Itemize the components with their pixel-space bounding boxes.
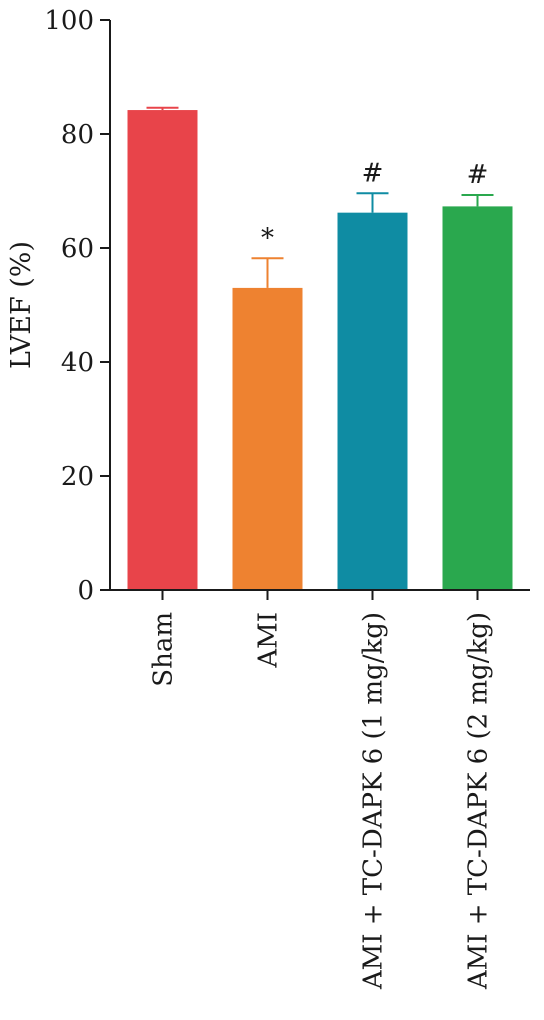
y-tick-label: 20 (61, 462, 94, 492)
bar (442, 206, 513, 590)
category-label: AMI + TC-DAPK 6 (2 mg/kg) (464, 612, 494, 990)
significance-marker: * (261, 223, 274, 253)
category-labels: Sham AMI AMI + TC-DAPK 6 (1 mg/kg) AMI + TC… (149, 590, 494, 990)
axes (109, 20, 530, 591)
y-axis-ticks: 0 20 40 60 80 100 (44, 6, 110, 606)
category-label: AMI + TC-DAPK 6 (1 mg/kg) (359, 612, 389, 990)
y-tick-label: 0 (77, 576, 94, 606)
y-tick-label: 40 (61, 348, 94, 378)
bar (232, 287, 303, 590)
significance-marker: # (362, 158, 384, 188)
y-tick-label: 60 (61, 234, 94, 264)
significance-marker: # (467, 160, 489, 190)
bar (337, 212, 408, 590)
category-label: AMI (254, 612, 284, 669)
y-tick-label: 80 (61, 120, 94, 150)
significance-markers: * # # (261, 158, 488, 253)
error-bars (146, 106, 494, 288)
y-tick-label: 100 (44, 6, 94, 36)
y-axis-title: LVEF (%) (6, 241, 37, 369)
bars (127, 110, 513, 590)
category-label: Sham (149, 612, 179, 687)
bar (127, 110, 198, 590)
